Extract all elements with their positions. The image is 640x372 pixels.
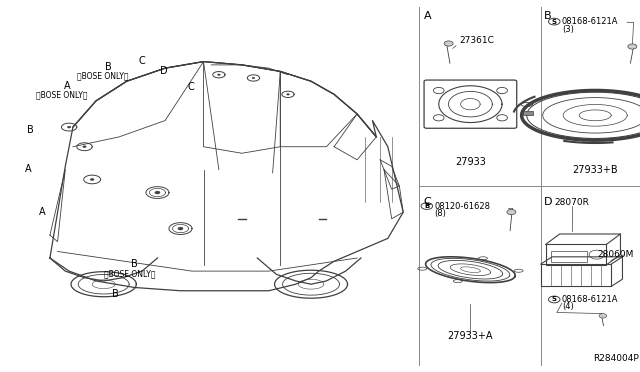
Circle shape <box>252 77 255 79</box>
Text: 27933: 27933 <box>455 157 486 167</box>
Circle shape <box>548 18 560 25</box>
Text: 27933+B: 27933+B <box>572 165 618 175</box>
Text: 28070R: 28070R <box>554 198 589 207</box>
Text: 27933+A: 27933+A <box>447 331 493 341</box>
Circle shape <box>90 178 94 180</box>
Text: A: A <box>38 207 45 217</box>
Text: A: A <box>64 81 70 90</box>
Circle shape <box>548 296 560 303</box>
Text: S: S <box>552 296 557 302</box>
Bar <box>545 244 607 265</box>
Text: 08120-61628: 08120-61628 <box>435 202 491 211</box>
Text: 〈BOSE ONLY〉: 〈BOSE ONLY〉 <box>104 269 156 278</box>
Text: A: A <box>25 164 32 174</box>
Circle shape <box>67 126 71 128</box>
Circle shape <box>433 87 444 94</box>
Circle shape <box>628 44 637 49</box>
Text: (3): (3) <box>562 25 574 33</box>
Text: B: B <box>28 125 34 135</box>
Text: C: C <box>138 57 145 66</box>
Text: B: B <box>424 203 429 209</box>
Text: (4): (4) <box>562 302 573 311</box>
Text: 27361C: 27361C <box>460 36 494 45</box>
Text: 08168-6121A: 08168-6121A <box>562 295 618 304</box>
Text: D: D <box>544 197 552 207</box>
Text: R284004P: R284004P <box>593 354 639 363</box>
Circle shape <box>287 93 289 95</box>
Bar <box>541 264 611 286</box>
Text: C: C <box>424 197 431 207</box>
Text: B: B <box>131 259 138 269</box>
Text: (8): (8) <box>435 209 447 218</box>
Circle shape <box>83 146 86 148</box>
Circle shape <box>444 41 453 46</box>
Bar <box>550 251 588 262</box>
Circle shape <box>497 115 508 121</box>
Text: D: D <box>159 66 167 76</box>
FancyBboxPatch shape <box>523 111 533 115</box>
Text: A: A <box>424 11 431 21</box>
Text: B: B <box>112 289 118 299</box>
Text: 〈BOSE ONLY〉: 〈BOSE ONLY〉 <box>36 90 88 99</box>
Circle shape <box>507 209 516 215</box>
Circle shape <box>599 314 607 318</box>
Circle shape <box>218 74 220 76</box>
Circle shape <box>421 203 433 209</box>
Text: B: B <box>544 11 552 21</box>
Text: 〈BOSE ONLY〉: 〈BOSE ONLY〉 <box>77 72 129 81</box>
Circle shape <box>497 87 508 94</box>
Circle shape <box>178 227 183 230</box>
Text: C: C <box>188 83 194 92</box>
Circle shape <box>155 191 160 194</box>
Circle shape <box>433 115 444 121</box>
Text: B: B <box>105 62 111 72</box>
Text: 28060M: 28060M <box>597 250 634 259</box>
Text: 08168-6121A: 08168-6121A <box>562 17 618 26</box>
Text: S: S <box>552 19 557 25</box>
